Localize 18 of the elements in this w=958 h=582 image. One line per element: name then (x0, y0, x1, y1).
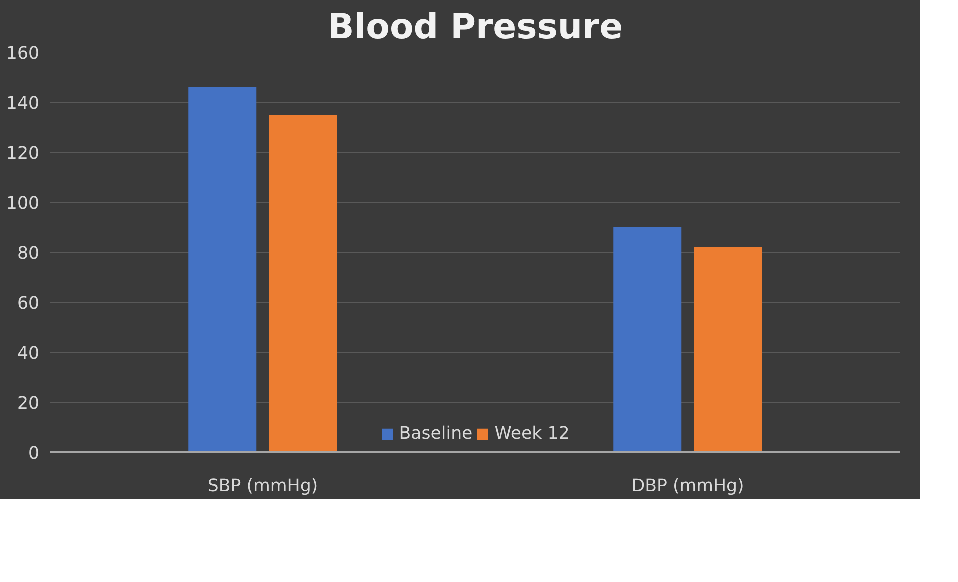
bar (269, 115, 338, 452)
y-tick-label: 140 (6, 94, 40, 114)
bar (188, 88, 257, 452)
bar (694, 248, 762, 452)
y-tick-label: 160 (6, 44, 40, 64)
legend-label: Baseline (399, 424, 473, 444)
x-tick-label: DBP (mmHg) (632, 476, 744, 496)
y-tick-label: 0 (28, 444, 40, 464)
y-tick-label: 80 (17, 244, 40, 264)
chart-title: Blood Pressure (328, 8, 624, 48)
y-tick-label: 60 (17, 294, 40, 314)
legend-label: Week 12 (494, 424, 570, 444)
y-tick-label: 20 (17, 394, 40, 414)
y-tick-label: 120 (6, 144, 40, 164)
x-tick-label: SBP (mmHg) (208, 476, 318, 496)
bar (614, 228, 682, 452)
y-tick-label: 100 (6, 194, 40, 214)
y-tick-label: 40 (17, 344, 40, 364)
